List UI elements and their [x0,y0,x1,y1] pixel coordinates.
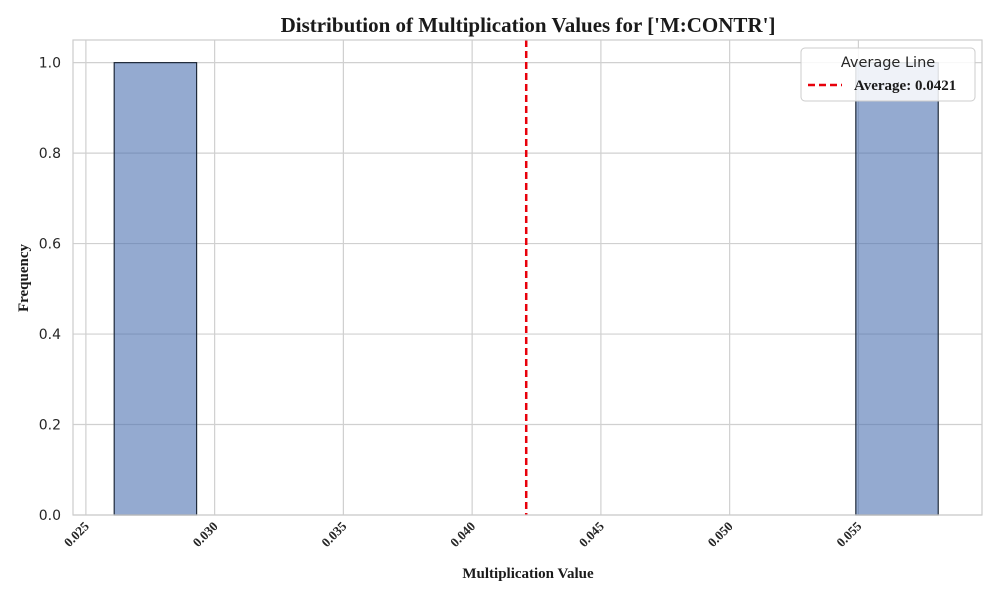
y-tick-label: 1.0 [39,56,61,72]
x-axis-label: Multiplication Value [462,566,594,582]
y-tick-label: 0.2 [39,418,61,434]
chart-title: Distribution of Multiplication Values fo… [281,13,776,37]
legend: Average Line Average: 0.0421 [800,47,976,102]
histogram-bar [113,62,198,516]
y-tick-label: 0.4 [39,327,61,343]
legend-average-label: Average: 0.0421 [854,78,956,94]
histogram-bar [855,62,939,516]
histogram-bars [113,62,939,516]
y-tick-label: 0.8 [39,146,61,162]
y-tick-labels: 0.0 0.2 0.4 0.6 0.8 1.0 [39,56,61,524]
legend-box [800,47,976,102]
y-axis-label: Frequency [16,243,32,312]
axes-frame [72,39,983,516]
y-tick-label: 0.0 [39,508,61,524]
y-tick-label: 0.6 [39,237,61,253]
legend-title: Average Line [841,55,935,71]
